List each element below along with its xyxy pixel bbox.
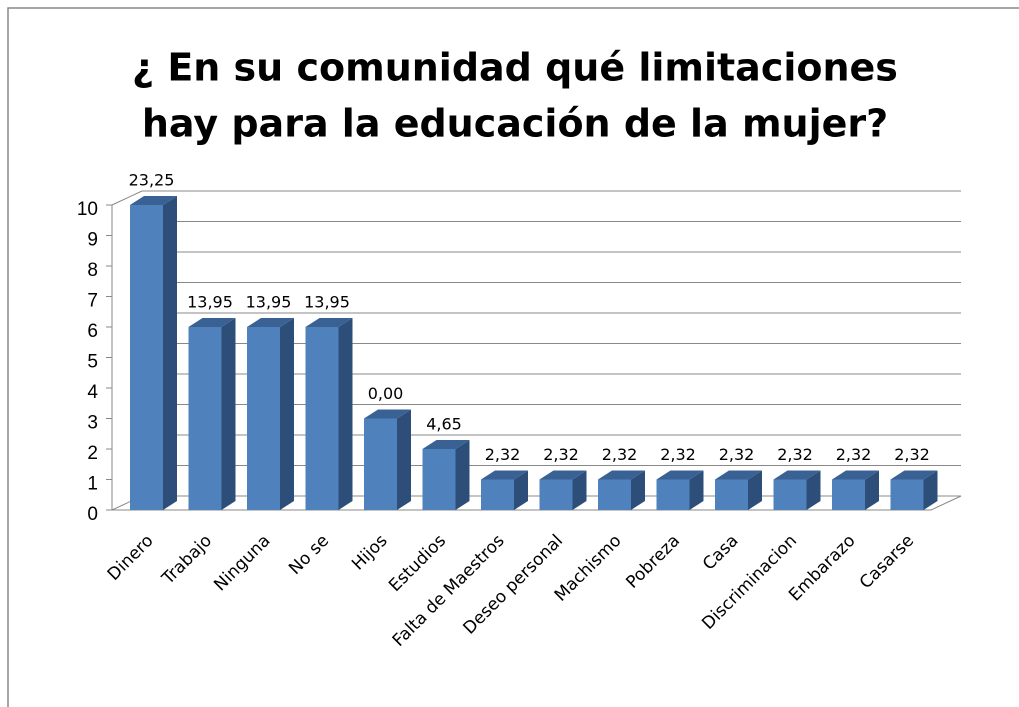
y-tick-label: 3 xyxy=(87,413,98,434)
bar xyxy=(364,409,411,510)
bar-front xyxy=(656,479,690,510)
data-label: 2,32 xyxy=(894,445,930,464)
y-tick-label: 7 xyxy=(87,291,98,312)
bar-front xyxy=(481,479,514,510)
bar-front xyxy=(773,479,807,510)
bar-top xyxy=(539,470,587,480)
bar-side xyxy=(923,470,938,510)
bar-side xyxy=(397,409,411,510)
x-tick-label: Falta de Maestros xyxy=(389,531,509,651)
y-tick-label: 10 xyxy=(77,199,98,220)
data-label: 13,95 xyxy=(187,293,233,312)
bar xyxy=(481,470,528,510)
data-label: 2,32 xyxy=(602,445,638,464)
bar-side xyxy=(514,470,528,510)
x-tick-label: Pobreza xyxy=(622,531,684,593)
data-label: 13,95 xyxy=(304,293,350,312)
bar-side xyxy=(748,470,762,510)
x-tick-label: Casarse xyxy=(856,531,918,593)
bar-front xyxy=(598,479,631,510)
bar-top xyxy=(890,470,938,480)
bar xyxy=(247,318,294,510)
bar xyxy=(598,470,645,510)
bar xyxy=(890,470,938,510)
bar-side xyxy=(806,470,821,510)
data-label: 13,95 xyxy=(246,293,292,312)
bar-side xyxy=(280,318,294,510)
bar-side xyxy=(338,318,353,510)
bar-top xyxy=(598,470,645,480)
x-tick-label: Dinero xyxy=(104,531,158,585)
bar xyxy=(130,196,177,510)
data-label: 2,32 xyxy=(543,445,579,464)
bar xyxy=(305,318,353,510)
y-tick-label: 1 xyxy=(87,474,98,495)
bar-front xyxy=(422,449,456,510)
bar-front xyxy=(305,327,339,510)
bar-side xyxy=(572,470,587,510)
bar-top xyxy=(130,196,177,205)
data-label: 23,25 xyxy=(129,171,175,190)
bar xyxy=(422,440,470,510)
bar-top xyxy=(364,409,411,419)
y-tick-label: 6 xyxy=(87,321,98,342)
bar-top xyxy=(656,470,704,480)
bar-front xyxy=(832,479,865,510)
y-tick-label: 4 xyxy=(87,382,98,403)
x-tick-label: Hijos xyxy=(348,531,392,575)
chart-title: hay para la educación de la mujer? xyxy=(142,102,888,146)
bar-side xyxy=(689,470,704,510)
data-label: 2,32 xyxy=(660,445,696,464)
bar xyxy=(773,470,821,510)
chart-frame xyxy=(7,7,1019,707)
bar-front xyxy=(188,327,222,510)
data-label: 2,32 xyxy=(777,445,813,464)
bar-top xyxy=(832,470,879,480)
bar xyxy=(832,470,879,510)
x-tick-label: Casa xyxy=(699,531,743,575)
bar-top xyxy=(481,470,528,480)
bar xyxy=(715,470,762,510)
bar-front xyxy=(539,479,573,510)
data-label: 4,65 xyxy=(426,415,462,434)
bar xyxy=(188,318,236,510)
data-label: 2,32 xyxy=(836,445,872,464)
y-axis-depth xyxy=(111,190,143,206)
bar-top xyxy=(773,470,821,480)
bar-front xyxy=(130,205,163,510)
data-label: 2,32 xyxy=(719,445,755,464)
y-tick-label: 9 xyxy=(87,230,98,251)
bar-side xyxy=(163,196,177,510)
bar xyxy=(656,470,704,510)
bar-front xyxy=(890,479,924,510)
bar-top xyxy=(247,318,294,327)
bar-front xyxy=(364,418,397,510)
bar-front xyxy=(247,327,280,510)
x-tick-label: No se xyxy=(285,531,333,579)
bar-side xyxy=(221,318,236,510)
bar-top xyxy=(305,318,353,327)
chart-title: ¿ En su comunidad qué limitaciones xyxy=(132,46,898,90)
x-tick-label: Deseo personal xyxy=(460,531,568,639)
bar xyxy=(539,470,587,510)
bar-front xyxy=(715,479,748,510)
x-tick-label: Trabajo xyxy=(158,531,216,589)
bar-side xyxy=(455,440,470,510)
bar-side xyxy=(631,470,645,510)
data-label: 0,00 xyxy=(368,384,404,403)
y-tick-label: 5 xyxy=(87,352,98,373)
data-label: 2,32 xyxy=(485,445,521,464)
bar-top xyxy=(188,318,236,327)
y-tick-label: 2 xyxy=(87,443,98,464)
bar-side xyxy=(865,470,879,510)
y-tick-label: 8 xyxy=(87,260,98,281)
x-tick-label: Ninguna xyxy=(210,531,274,595)
y-tick-label: 0 xyxy=(87,504,98,525)
bar-top xyxy=(715,470,762,480)
bar-top xyxy=(422,440,470,449)
